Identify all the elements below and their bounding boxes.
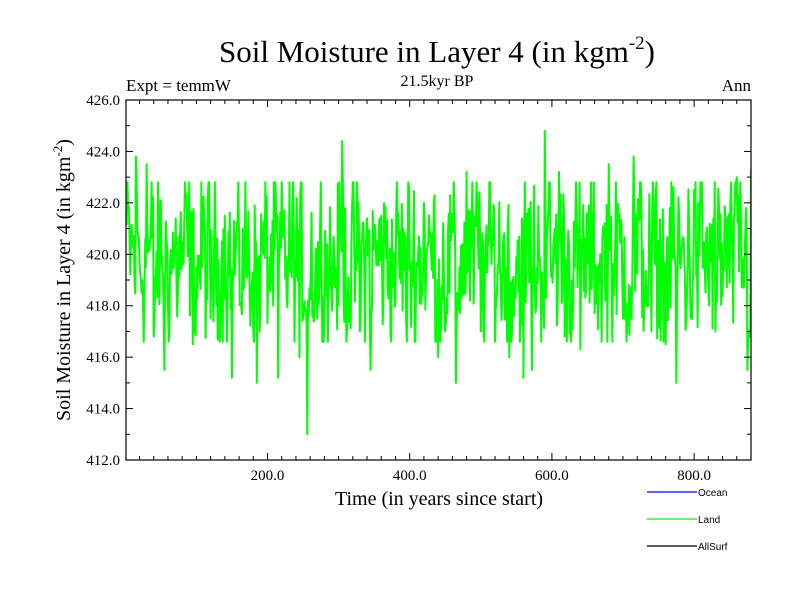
legend-label-allsurf: AllSurf <box>698 542 728 553</box>
y-axis-label-close: ) <box>53 139 75 146</box>
y-tick-label: 418.0 <box>86 299 120 315</box>
y-tick-label: 420.0 <box>86 247 120 263</box>
y-tick-label: 424.0 <box>86 144 120 160</box>
y-tick-label: 412.0 <box>86 453 120 469</box>
y-axis-label-text: Soil Moisture in Layer 4 (in kgm <box>53 156 75 421</box>
y-axis-ticks: 412.0 414.0 416.0 418.0 420.0 422.0 424.0 426.0 <box>86 93 751 469</box>
y-tick-label: 426.0 <box>86 93 120 109</box>
chart-subtitle: 21.5kyr BP <box>401 73 474 90</box>
y-tick-label: 414.0 <box>86 402 120 418</box>
y-axis-label: Soil Moisture in Layer 4 (in kgm-2) <box>50 139 75 421</box>
y-tick-label: 422.0 <box>86 196 120 212</box>
experiment-label: Expt = temmW <box>126 76 232 95</box>
chart-title-text: Soil Moisture in Layer 4 (in kgm <box>219 34 629 69</box>
x-axis-ticks: 200.0 400.0 600.0 800.0 <box>139 100 752 484</box>
x-tick-label: 200.0 <box>251 468 285 484</box>
series-line-land <box>126 129 751 436</box>
x-tick-label: 600.0 <box>535 468 569 484</box>
chart-title-exponent: -2 <box>629 33 645 54</box>
legend-label-ocean: Ocean <box>698 488 727 499</box>
y-axis-label-exponent: -2 <box>50 146 65 157</box>
y-tick-label: 416.0 <box>86 350 120 366</box>
season-label: Ann <box>722 76 752 95</box>
legend-label-land: Land <box>698 515 720 526</box>
chart-title: Soil Moisture in Layer 4 (in kgm-2) <box>219 33 655 69</box>
legend: Ocean Land AllSurf <box>647 488 728 553</box>
chart-title-close: ) <box>645 34 655 69</box>
x-tick-label: 800.0 <box>677 468 711 484</box>
x-tick-label: 400.0 <box>393 468 427 484</box>
x-axis-label: Time (in years since start) <box>335 488 543 510</box>
